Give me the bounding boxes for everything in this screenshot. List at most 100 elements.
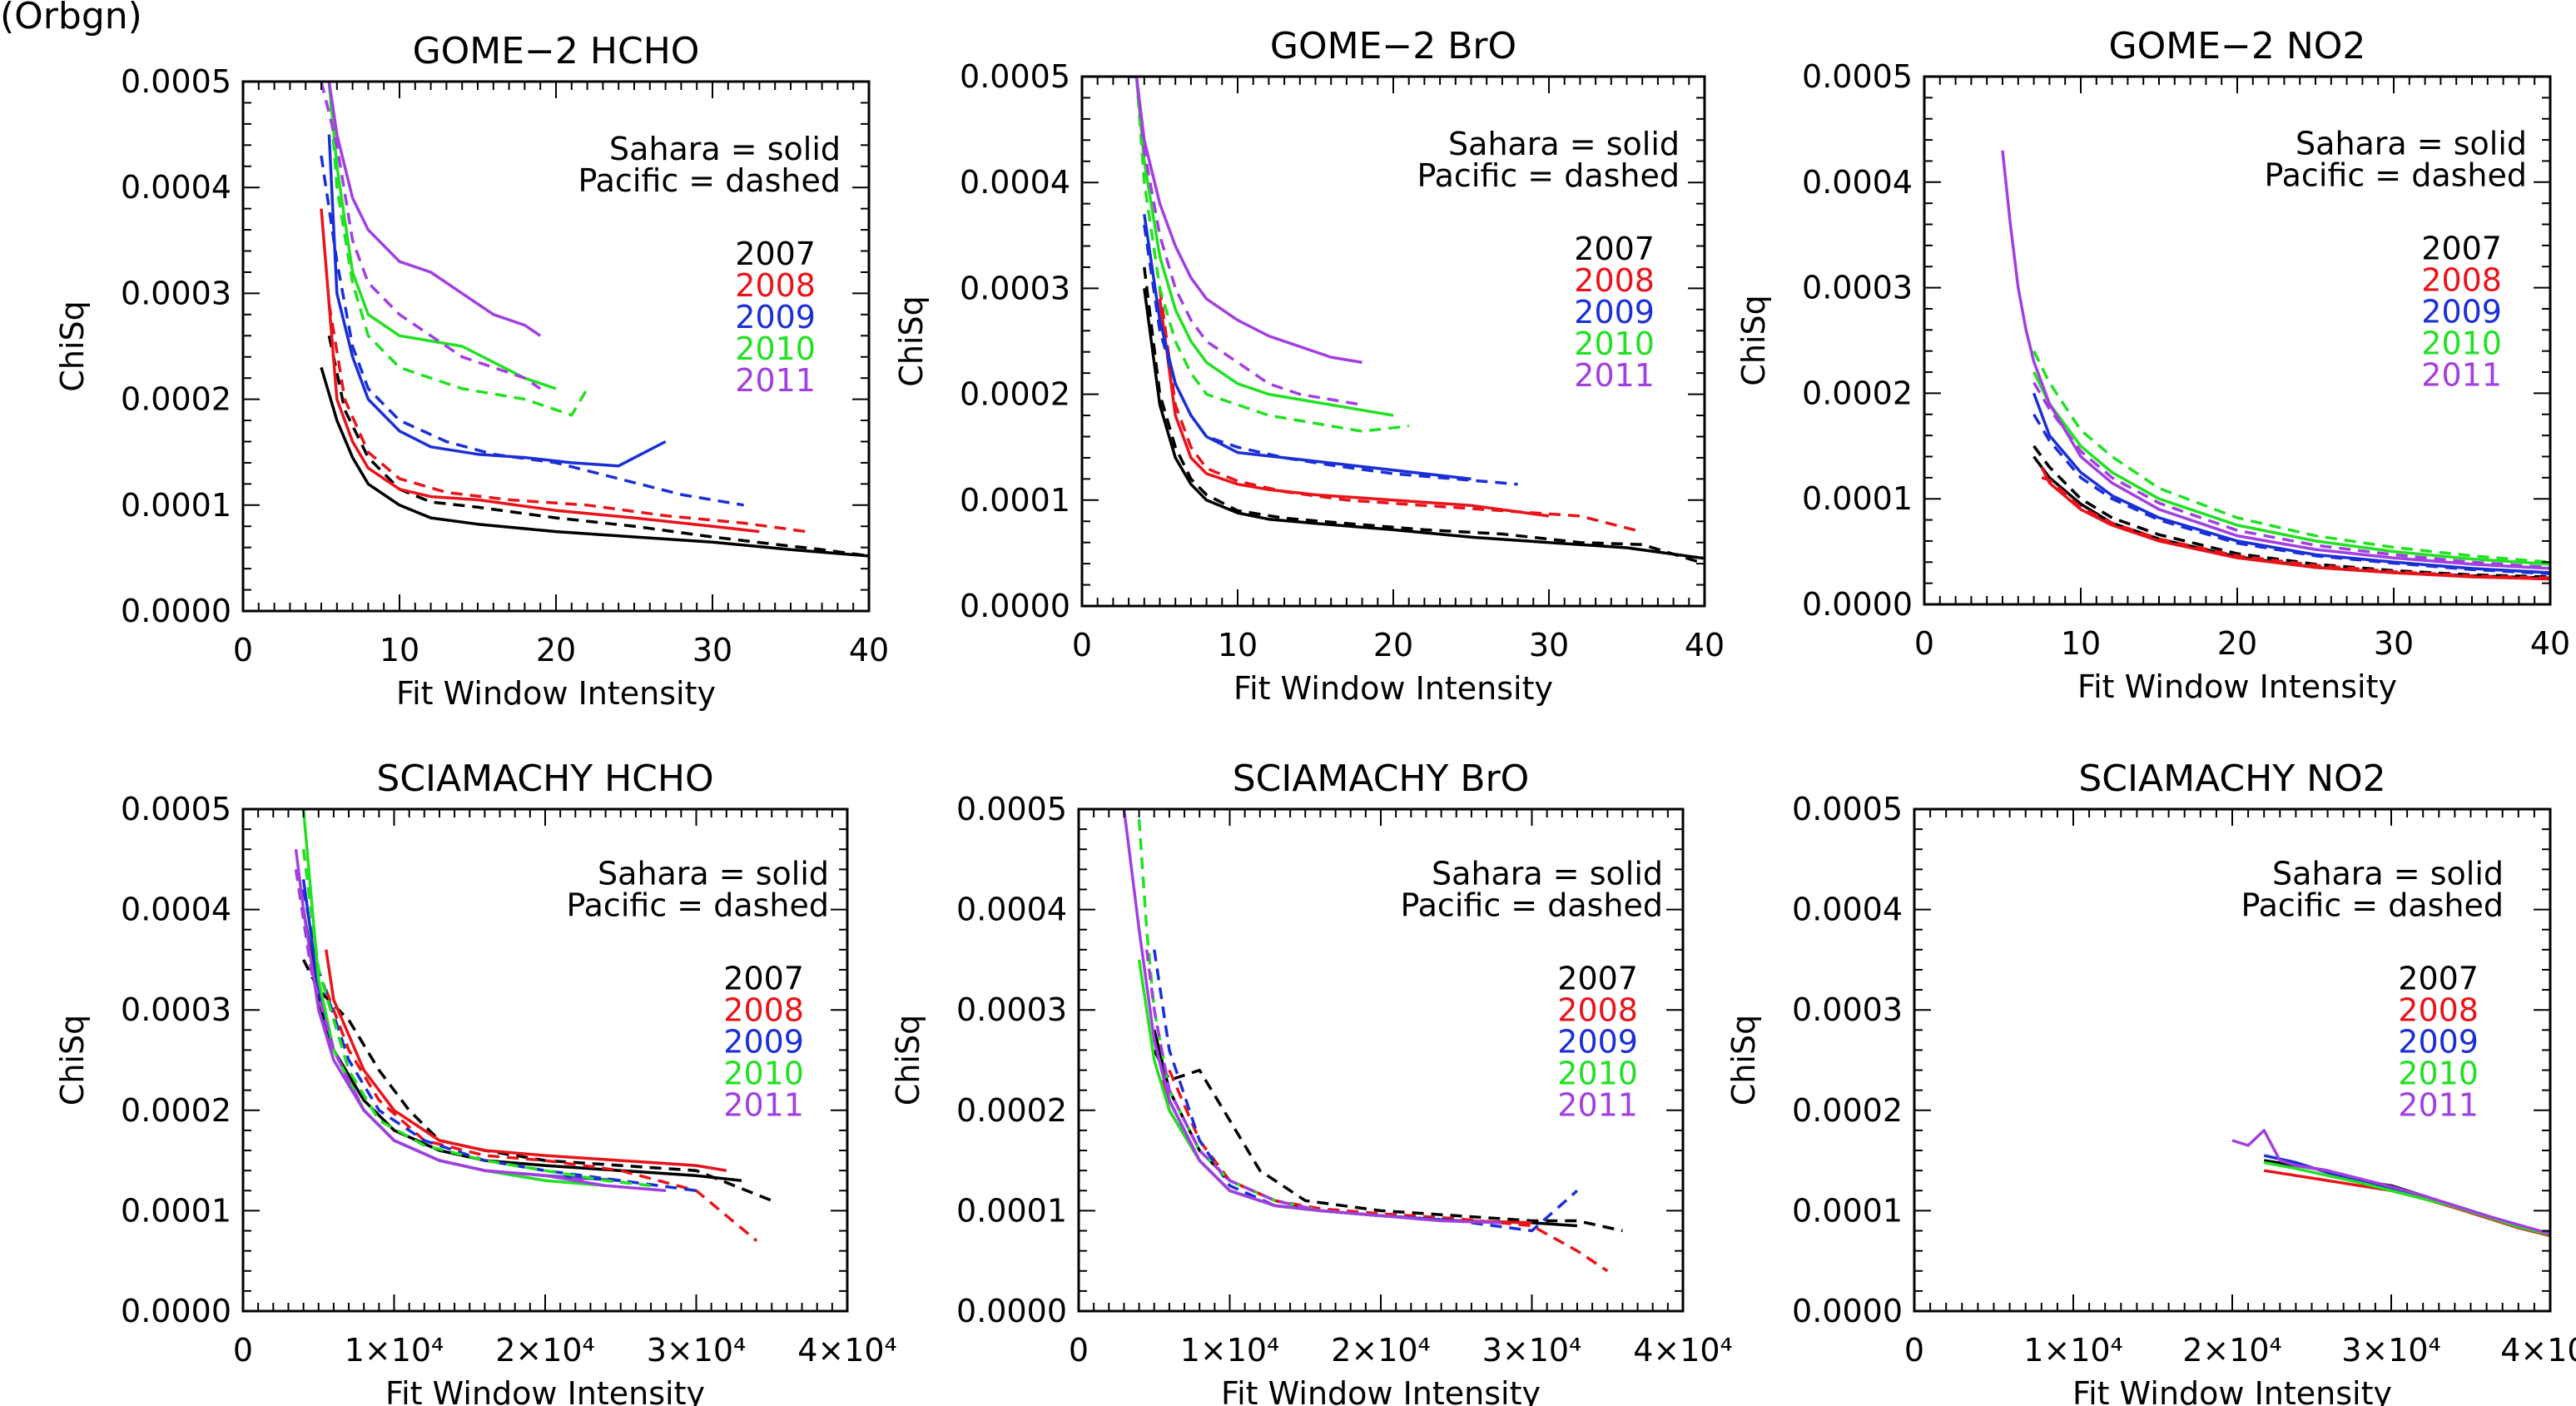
series-line-2007-solid (320, 366, 869, 558)
legend-year-2011: 2011 (1557, 1086, 1638, 1123)
legend-year-2008: 2008 (1557, 991, 1638, 1028)
y-tick-label: 0.0000 (1802, 586, 1913, 623)
legend-style-dashed: Pacific = dashed (578, 162, 841, 199)
series-line-2007-dashed (327, 335, 869, 558)
series-line-2011-solid (2001, 150, 2550, 570)
y-tick-label: 0.0000 (960, 588, 1070, 624)
chart-title: GOME−2 BrO (1270, 25, 1516, 67)
chart-panel-2: 0 10 20 30 40 0.0000 0.0001 0.0002 0.0003 0.0004 0… (893, 25, 1725, 707)
y-tick-label: 0.0001 (1792, 1192, 1903, 1229)
y-tick-label: 0.0005 (1802, 58, 1913, 95)
y-tick-label: 0.0003 (1802, 270, 1913, 306)
x-axis-label: Fit Window Intensity (1233, 670, 1553, 707)
series-line-2011-dashed (1129, 77, 1362, 407)
y-tick-label: 0.0002 (1802, 375, 1913, 411)
series-line-2009-dashed (1143, 224, 1518, 486)
x-axis-label: Fit Window Intensity (385, 1375, 705, 1406)
series-line-2010-dashed (301, 848, 652, 1188)
x-tick-label: 0 (1072, 627, 1092, 663)
y-tick-label: 0.0005 (960, 58, 1070, 95)
legend-style-solid: Sahara = solid (1448, 126, 1680, 162)
series-line-2010-dashed (1137, 818, 1442, 1223)
chart-panel-1: 0 10 20 30 40 0.0000 0.0001 0.0002 0.0003 0.0004 0… (54, 30, 889, 712)
series-line-2011-solid (327, 82, 542, 337)
x-tick-label: 1×10⁴ (345, 1332, 444, 1369)
x-tick-label: 3×10⁴ (1482, 1332, 1582, 1369)
y-tick-label: 0.0000 (1792, 1293, 1903, 1329)
series-line-2011-dashed (1144, 949, 1382, 1218)
x-axis-label: Fit Window Intensity (396, 675, 716, 712)
series-line-2010-dashed (327, 82, 589, 417)
y-tick-label: 0.0004 (121, 169, 231, 206)
x-tick-label: 1×10⁴ (2023, 1332, 2123, 1369)
y-tick-label: 0.0002 (960, 376, 1070, 413)
legend-style-solid: Sahara = solid (609, 131, 841, 167)
legend-year-2008: 2008 (2421, 262, 2502, 299)
legend-year-2008: 2008 (735, 267, 816, 304)
series-line-2008-solid (1158, 298, 1550, 518)
legend-style-dashed: Pacific = dashed (1400, 887, 1663, 923)
series-line-2009-dashed (1153, 949, 1579, 1233)
x-tick-label: 20 (536, 632, 576, 668)
series-line-2010-dashed (1134, 77, 1409, 433)
y-tick-label: 0.0005 (1792, 791, 1903, 827)
series-line-2008-dashed (1158, 288, 1643, 534)
series-line-2008-solid (320, 208, 760, 534)
y-axis-label: ChiSq (1725, 1015, 1762, 1105)
series-line-2010-solid (1137, 959, 1442, 1223)
series-line-2011-dashed (2033, 381, 2550, 569)
legend-year-2007: 2007 (723, 960, 804, 996)
y-tick-label: 0.0000 (121, 1293, 231, 1329)
y-tick-label: 0.0005 (121, 63, 231, 100)
y-tick-label: 0.0000 (121, 593, 231, 629)
x-tick-label: 20 (1373, 627, 1413, 663)
y-tick-label: 0.0001 (956, 1192, 1067, 1229)
x-tick-label: 0 (1904, 1332, 1924, 1369)
x-tick-label: 1×10⁴ (1180, 1332, 1280, 1369)
chart-title: SCIAMACHY BrO (1233, 758, 1530, 800)
series-line-2010-solid (1134, 77, 1394, 417)
x-axis-label: Fit Window Intensity (2077, 668, 2397, 705)
legend-style-solid: Sahara = solid (2272, 855, 2504, 892)
y-tick-label: 0.0004 (1792, 892, 1903, 928)
x-tick-label: 10 (380, 632, 419, 668)
chart-panel-4: 0 1×10⁴ 2×10⁴ 3×10⁴ 4×10⁴ 0.0000 0.0001 0.0002 0… (54, 758, 897, 1406)
y-tick-label: 0.0002 (1792, 1092, 1903, 1129)
legend-year-2010: 2010 (2398, 1055, 2479, 1091)
y-tick-label: 0.0003 (1792, 991, 1903, 1028)
chart-panel-6: 0 1×10⁴ 2×10⁴ 3×10⁴ 4×10⁴ 0.0000 0.0001 0.0002 0… (1725, 758, 2576, 1406)
y-tick-label: 0.0001 (1802, 480, 1913, 517)
y-axis-label: ChiSq (890, 1015, 926, 1105)
y-tick-label: 0.0002 (121, 1092, 231, 1129)
x-tick-label: 0 (233, 1332, 253, 1369)
x-tick-label: 2×10⁴ (2182, 1332, 2282, 1369)
legend-year-2007: 2007 (1574, 231, 1655, 267)
series-line-2007-solid (1153, 1029, 1578, 1228)
chart-title: SCIAMACHY NO2 (2078, 758, 2385, 800)
series-line-2008-dashed (1168, 1069, 1609, 1273)
x-tick-label: 40 (1685, 627, 1725, 663)
y-tick-label: 0.0003 (956, 991, 1067, 1028)
x-tick-label: 0 (1914, 625, 1934, 662)
y-axis-label: ChiSq (54, 301, 91, 391)
y-axis-label: ChiSq (1735, 295, 1772, 385)
x-tick-label: 20 (2217, 625, 2257, 662)
legend-year-2011: 2011 (723, 1086, 804, 1123)
legend-year-2011: 2011 (735, 362, 816, 399)
legend-year-2010: 2010 (1574, 325, 1655, 362)
series-line-2011-dashed (294, 869, 591, 1182)
series-line-2009-dashed (2033, 413, 2550, 575)
x-tick-label: 10 (2061, 625, 2101, 662)
legend-year-2009: 2009 (1557, 1023, 1638, 1060)
legend-style-dashed: Pacific = dashed (1417, 157, 1680, 194)
series-line-2007-solid (1143, 288, 1705, 560)
legend-style-dashed: Pacific = dashed (2264, 157, 2527, 194)
legend-year-2008: 2008 (1574, 262, 1655, 299)
x-tick-label: 40 (2530, 625, 2570, 662)
y-tick-label: 0.0002 (956, 1092, 1067, 1129)
legend-year-2010: 2010 (723, 1055, 804, 1091)
legend-year-2009: 2009 (2398, 1023, 2479, 1060)
series-line-2008-solid (2263, 1169, 2550, 1238)
legend-year-2010: 2010 (1557, 1055, 1638, 1091)
series-line-2009-solid (301, 879, 621, 1182)
